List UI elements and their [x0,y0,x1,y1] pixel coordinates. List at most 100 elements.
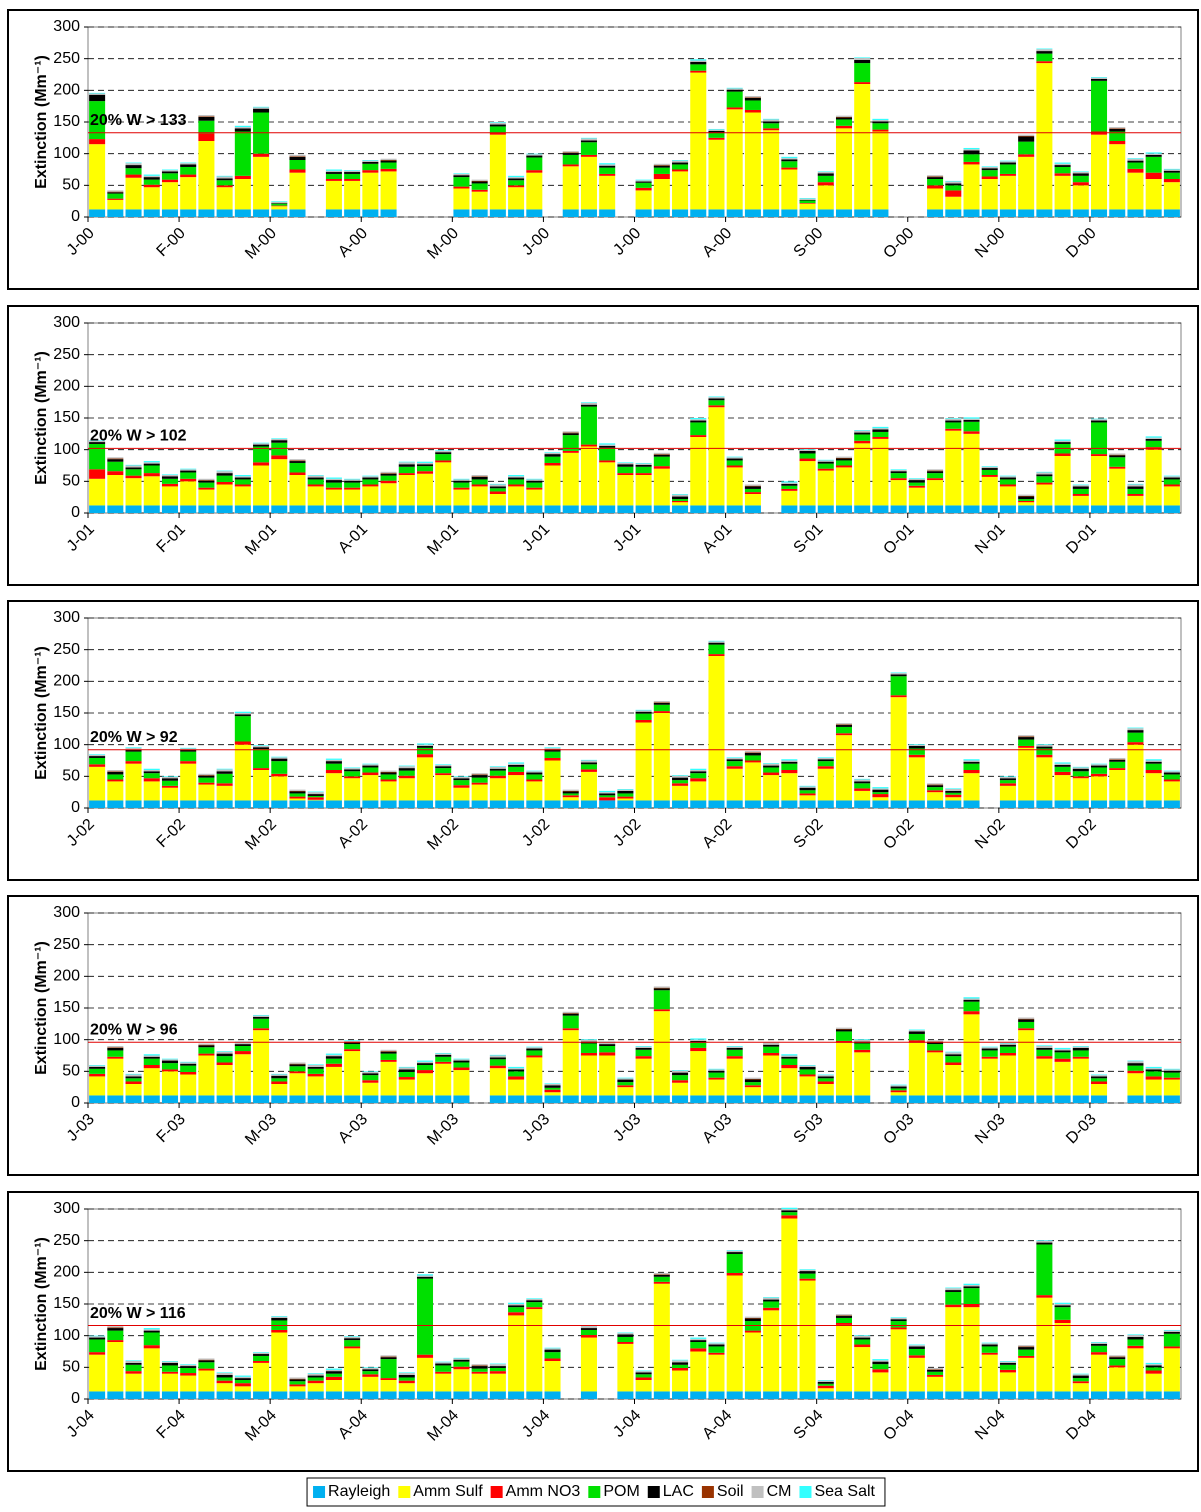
bar-segment [635,713,652,720]
bar-segment [617,798,634,801]
bar-segment [817,1084,834,1096]
bar-segment [672,171,689,210]
bar-segment [1091,1074,1108,1076]
bar-segment [307,1373,324,1376]
bar-segment [1127,1063,1144,1066]
bar-segment [416,1063,434,1065]
bar-segment [125,1081,142,1084]
bar-segment [1091,1391,1108,1399]
bar-segment [580,1039,597,1042]
bar-segment [799,790,816,794]
bar-segment [1145,209,1162,217]
bar-segment [526,1309,543,1392]
bar-segment [617,796,634,799]
x-tick-label: A-00 [335,225,371,261]
bar-segment [617,1085,634,1088]
bar-segment [1127,1334,1144,1336]
bar-segment [562,452,579,506]
bar-segment [726,88,743,90]
bar-segment [325,489,342,506]
bar-segment [963,431,980,434]
bar-segment [672,162,689,165]
bar-segment [216,185,233,188]
x-tick-label: O-04 [880,1407,917,1444]
bar-segment [835,733,853,736]
bar-segment [380,1391,397,1399]
bar-segment [690,437,707,506]
bar-segment [1018,1021,1035,1029]
bar-segment [307,800,324,808]
bar-segment [544,747,561,750]
bar-segment [817,461,834,464]
x-tick-label: D-01 [1063,521,1100,558]
bar-segment [799,1391,816,1399]
bar-segment [781,1055,798,1057]
bar-segment [107,1328,124,1331]
bar-segment [817,766,834,769]
bar-segment [854,1347,871,1392]
bar-segment [180,468,197,470]
bar-segment [526,1057,543,1096]
bar-segment [180,763,197,801]
legend-label: Amm Sulf [413,1483,483,1500]
bar-segment [380,1095,397,1103]
bar-segment [271,758,288,762]
bar-segment [471,183,488,190]
bar-segment [435,1371,452,1374]
bar-segment [362,1367,379,1368]
bar-segment [635,179,652,181]
bar-segment [617,1095,634,1103]
bar-segment [398,1067,415,1070]
bar-segment [380,162,397,169]
bar-segment [143,800,160,808]
bar-segment [89,144,106,210]
bar-segment [289,475,306,506]
bar-segment [89,101,106,140]
bar-segment [708,642,725,645]
bar-segment [125,475,142,479]
bar-segment [726,757,743,760]
bar-segment [890,695,907,698]
y-tick-label: 0 [71,208,80,225]
bar-segment [544,1348,561,1350]
bar-segment [125,469,142,476]
bar-segment [489,766,506,767]
bar-segment [1145,1365,1162,1368]
bar-segment [617,800,634,808]
bar-segment [690,1038,707,1040]
bar-segment [362,1367,379,1370]
bar-segment [180,177,197,210]
bar-segment [835,465,853,468]
bar-segment [453,785,470,788]
bar-segment [927,176,944,178]
bar-segment [1036,1244,1053,1296]
bar-segment [89,1391,106,1399]
bar-segment [307,794,324,796]
threshold-annotation: 20% W > 96 [90,1021,178,1038]
bar-segment [526,1298,543,1299]
bar-segment [216,1373,233,1375]
bar-segment [234,131,251,176]
bar-segment [143,175,160,178]
x-tick-label: A-02 [699,816,735,852]
bar-segment [908,1346,925,1349]
bar-segment [981,466,998,467]
bar-segment [635,1377,652,1380]
bar-segment [344,800,361,808]
x-tick-label: A-02 [335,816,371,852]
bar-segment [763,1044,780,1047]
bar-segment [690,1348,707,1352]
bar-segment [1109,768,1126,770]
bar-segment [362,475,379,477]
bar-segment [1054,1307,1071,1320]
bar-segment [580,771,597,801]
bar-segment [1127,1061,1144,1064]
bar-segment [325,758,342,760]
bar-segment [908,478,925,479]
bar-segment [1091,765,1108,768]
bar-segment [599,800,616,808]
bar-segment [398,770,415,776]
bar-segment [1054,1302,1071,1304]
bar-segment [580,406,597,445]
bar-segment [672,169,689,172]
